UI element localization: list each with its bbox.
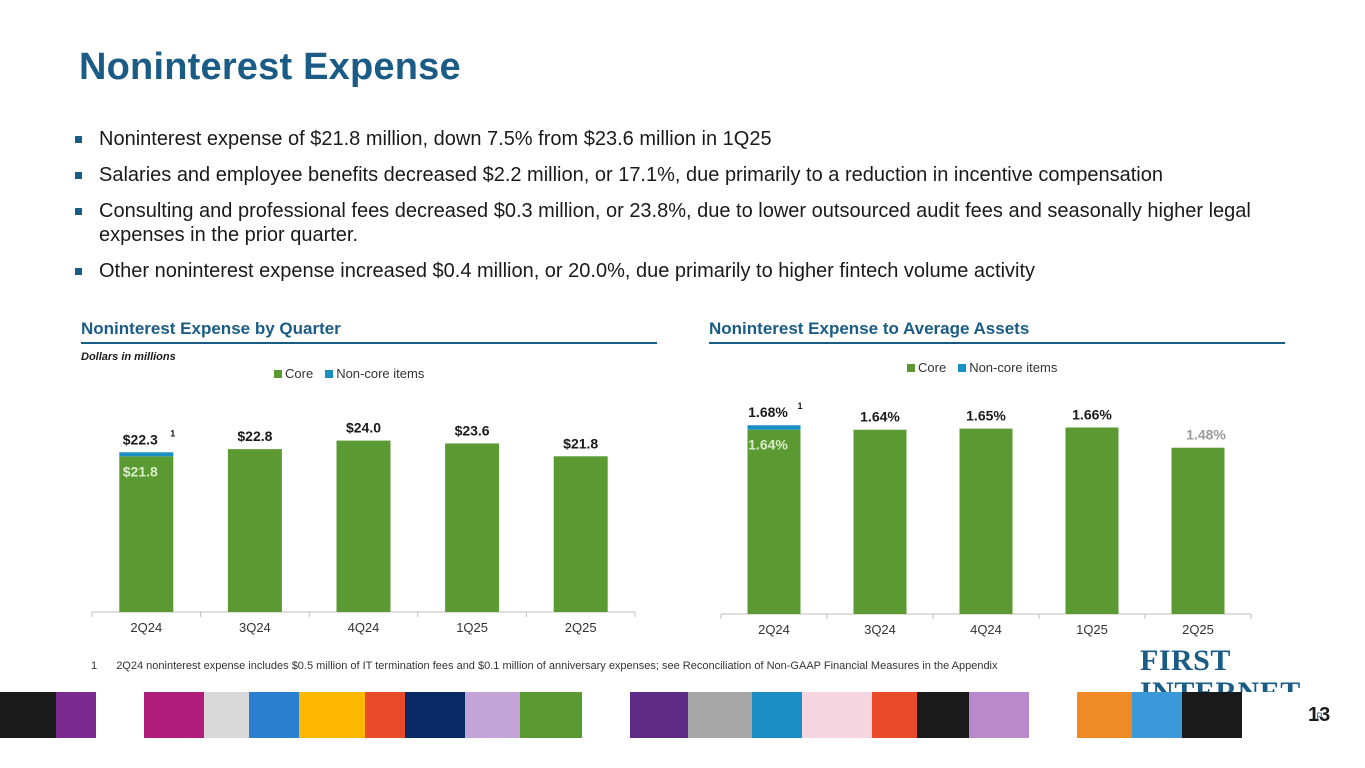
data-label-inner: 1.64% bbox=[748, 437, 788, 453]
right-chart-legend: Core Non-core items bbox=[907, 360, 1069, 375]
data-label-total: 1.65% bbox=[966, 408, 1006, 424]
banner-tile bbox=[365, 692, 405, 738]
legend-core-label: Core bbox=[285, 366, 314, 381]
left-chart-rule bbox=[81, 342, 657, 344]
data-label-inner: 1.48% bbox=[1186, 427, 1226, 443]
data-label-total: 1.68% bbox=[748, 404, 788, 420]
banner-tile bbox=[1182, 692, 1242, 738]
bar-core bbox=[853, 429, 907, 614]
x-tick-label: 3Q24 bbox=[239, 620, 271, 635]
footnote-marker: 1 bbox=[798, 401, 803, 411]
banner-tile bbox=[520, 692, 582, 738]
page-title: Noninterest Expense bbox=[79, 46, 461, 88]
legend-noncore: Non-core items bbox=[325, 366, 424, 381]
legend-noncore-swatch bbox=[325, 369, 334, 378]
x-tick-label: 1Q25 bbox=[1076, 622, 1108, 637]
data-label-total: $23.6 bbox=[455, 422, 490, 438]
banner-tile bbox=[688, 692, 752, 738]
data-label-inner: $21.8 bbox=[123, 463, 158, 479]
bar-core bbox=[1065, 427, 1119, 614]
banner-tile bbox=[1132, 692, 1182, 738]
right-chart-rule bbox=[709, 342, 1285, 344]
legend-noncore-label: Non-core items bbox=[336, 366, 425, 381]
page-number: 13 bbox=[1308, 704, 1331, 726]
data-label-total: $24.0 bbox=[346, 420, 381, 436]
banner-tile bbox=[630, 692, 688, 738]
legend-core: Core bbox=[907, 360, 946, 375]
bullet-item: Consulting and professional fees decreas… bbox=[74, 199, 1334, 247]
banner-tile bbox=[96, 692, 144, 738]
legend-core: Core bbox=[274, 366, 313, 381]
banner-tile bbox=[917, 692, 969, 738]
x-tick-label: 2Q25 bbox=[565, 620, 597, 635]
bar-core bbox=[1171, 447, 1225, 614]
bar-core bbox=[336, 440, 391, 612]
banner-tile bbox=[144, 692, 204, 738]
data-label-total: $22.3 bbox=[123, 431, 158, 447]
x-tick-label: 2Q24 bbox=[130, 620, 162, 635]
banner-tile bbox=[56, 692, 96, 738]
bullet-item: Salaries and employee benefits decreased… bbox=[74, 163, 1334, 187]
banner-tile bbox=[1029, 692, 1077, 738]
banner-tile bbox=[582, 692, 630, 738]
decorative-banner bbox=[0, 692, 1365, 738]
data-label-total: 1.64% bbox=[860, 409, 900, 425]
banner-tile bbox=[204, 692, 249, 738]
bar-core bbox=[445, 443, 500, 612]
banner-tile bbox=[405, 692, 465, 738]
bar-core bbox=[959, 428, 1013, 614]
bullet-item: Other noninterest expense increased $0.4… bbox=[74, 259, 1334, 283]
banner-tile bbox=[1242, 692, 1308, 738]
x-tick-label: 4Q24 bbox=[348, 620, 380, 635]
right-chart-heading: Noninterest Expense to Average Assets bbox=[709, 319, 1030, 338]
legend-core-swatch bbox=[274, 369, 282, 378]
legend-core-swatch bbox=[907, 363, 915, 372]
x-tick-label: 1Q25 bbox=[456, 620, 488, 635]
legend-core-label: Core bbox=[918, 360, 947, 375]
banner-tile bbox=[872, 692, 917, 738]
left-chart-heading: Noninterest Expense by Quarter bbox=[81, 319, 341, 338]
left-chart-legend: Core Non-core items bbox=[274, 366, 436, 381]
data-label-total: 1.66% bbox=[1072, 406, 1112, 422]
banner-tile bbox=[1077, 692, 1132, 738]
bar-core bbox=[747, 429, 801, 614]
data-label-total: $22.8 bbox=[237, 428, 272, 444]
bar-core bbox=[227, 449, 282, 612]
footnote-marker: 1 bbox=[170, 428, 175, 438]
data-label-total: $21.8 bbox=[563, 435, 598, 451]
bar-core bbox=[553, 456, 608, 612]
banner-tile bbox=[0, 692, 56, 738]
legend-noncore: Non-core items bbox=[958, 360, 1057, 375]
legend-noncore-label: Non-core items bbox=[969, 360, 1058, 375]
bullet-list: Noninterest expense of $21.8 million, do… bbox=[74, 127, 1334, 295]
legend-noncore-swatch bbox=[958, 363, 967, 372]
banner-tile bbox=[969, 692, 1029, 738]
banner-tile bbox=[299, 692, 365, 738]
banner-tile bbox=[802, 692, 872, 738]
bar-noncore bbox=[747, 425, 801, 430]
footnote-text: 2Q24 noninterest expense includes $0.5 m… bbox=[116, 660, 998, 672]
banner-tile bbox=[752, 692, 802, 738]
units-note: Dollars in millions bbox=[81, 351, 176, 363]
x-tick-label: 4Q24 bbox=[970, 622, 1002, 637]
banner-tile bbox=[465, 692, 520, 738]
banner-tile bbox=[249, 692, 299, 738]
bar-noncore bbox=[119, 452, 174, 457]
footnote: 1 2Q24 noninterest expense includes $0.5… bbox=[91, 660, 998, 672]
x-tick-label: 3Q24 bbox=[864, 622, 896, 637]
x-tick-label: 2Q24 bbox=[758, 622, 790, 637]
footnote-number: 1 bbox=[91, 660, 98, 672]
bar-core bbox=[119, 456, 174, 612]
bullet-item: Noninterest expense of $21.8 million, do… bbox=[74, 127, 1334, 151]
x-tick-label: 2Q25 bbox=[1182, 622, 1214, 637]
